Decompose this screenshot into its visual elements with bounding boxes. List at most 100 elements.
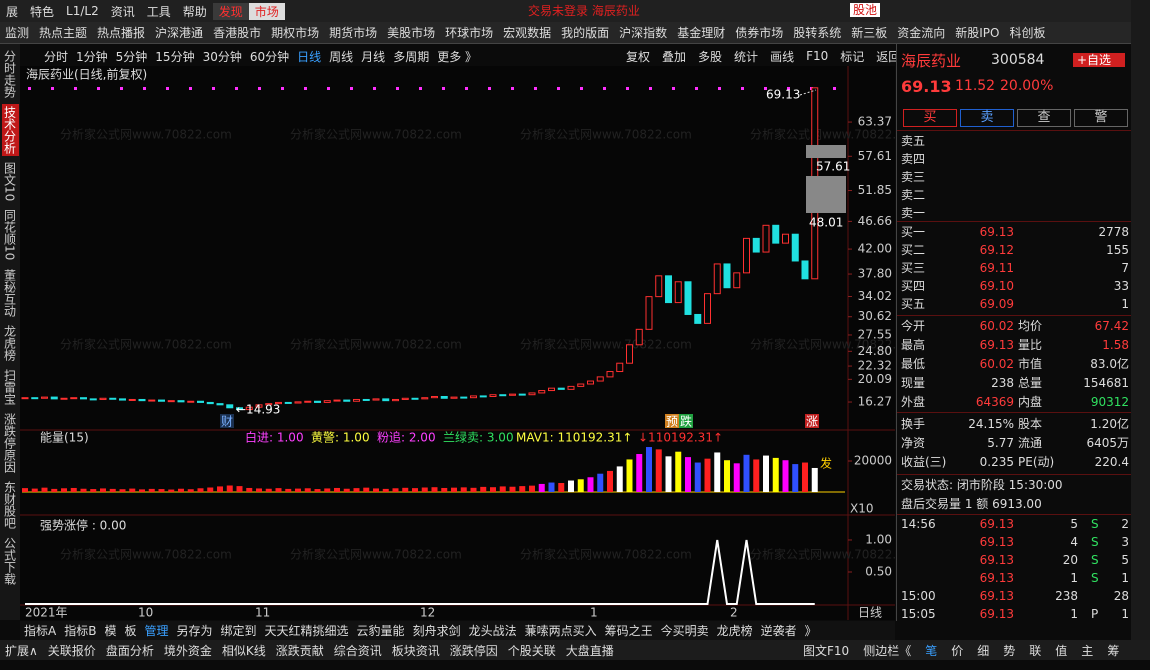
tool-button[interactable]: 画线 <box>770 49 795 64</box>
indicator-tab[interactable]: 云豹量能 <box>356 624 405 638</box>
indicator-tab[interactable]: 蒹嗦两点买入 <box>524 624 597 638</box>
tool-button[interactable]: 统计 <box>734 49 759 64</box>
side-tab[interactable]: 龙虎榜 <box>2 324 17 361</box>
menu-item[interactable]: 特色 <box>30 4 55 19</box>
indicator-tab[interactable]: 筹码之王 <box>604 624 653 638</box>
indicator-tab[interactable]: 》 <box>804 624 817 638</box>
side-bar-tab[interactable]: 细 <box>977 643 990 658</box>
side-bar-tab[interactable]: 值 <box>1055 643 1068 658</box>
add-watch[interactable]: +自选 <box>1073 53 1126 67</box>
nav-item[interactable]: 资金流向 <box>897 26 946 40</box>
side-tab[interactable]: 分时走势 <box>2 50 17 98</box>
side-bar-tab[interactable]: 笔 <box>925 643 938 658</box>
side-tab[interactable]: 同花顺10 <box>2 209 17 261</box>
info-tab[interactable]: 盘面分析 <box>105 643 154 658</box>
tool-button[interactable]: 复权 <box>626 49 651 64</box>
period-tab[interactable]: 5分钟 <box>115 49 148 64</box>
indicator-tab[interactable]: 天天红精挑细选 <box>264 624 349 638</box>
info-tab[interactable]: 扩展∧ <box>5 643 38 658</box>
nav-item[interactable]: 环球市场 <box>445 26 494 40</box>
side-tab[interactable]: 扫雷宝 <box>2 368 17 405</box>
side-bar-tab[interactable]: 侧边栏《 <box>863 643 912 658</box>
side-bar-tab[interactable]: 主 <box>1081 643 1094 658</box>
info-tab[interactable]: 大盘直播 <box>565 643 614 658</box>
trade-button[interactable]: 警 <box>1074 109 1128 127</box>
side-bar-tab[interactable]: 筹 <box>1107 643 1120 658</box>
period-tab[interactable]: 1分钟 <box>76 49 108 64</box>
tool-button[interactable]: 返回 <box>876 49 901 64</box>
indicator-tab[interactable]: 指标B <box>64 624 97 638</box>
tool-button[interactable]: 叠加 <box>662 49 687 64</box>
period-tab[interactable]: 30分钟 <box>202 49 242 64</box>
indicator-tab[interactable]: 模 <box>104 624 117 638</box>
stock-pool[interactable]: 股池 <box>850 3 881 17</box>
trade-button[interactable]: 卖 <box>960 109 1014 127</box>
period-tab[interactable]: 日线 <box>297 49 322 64</box>
menu-item[interactable]: 发现 <box>212 2 249 20</box>
indicator-tab[interactable]: 今买明卖 <box>660 624 709 638</box>
indicator-tab[interactable]: 指标A <box>24 624 57 638</box>
side-tab[interactable]: 东财股吧 <box>2 480 17 529</box>
side-tab[interactable]: 涨跌停原因 <box>2 412 17 473</box>
info-tab[interactable]: 涨跌停因 <box>449 643 498 658</box>
indicator-tab[interactable]: 逆袭者 <box>760 624 797 638</box>
info-tab[interactable]: 相似K线 <box>221 643 266 658</box>
period-tab[interactable]: 分时 <box>44 49 69 64</box>
tool-button[interactable]: 多股 <box>698 49 723 64</box>
tool-button[interactable]: 标记 <box>840 49 865 64</box>
indicator-tab[interactable]: 刻舟求剑 <box>412 624 461 638</box>
side-bar-tab[interactable]: 势 <box>1003 643 1016 658</box>
nav-item[interactable]: 期货市场 <box>329 26 378 40</box>
info-tab[interactable]: 综合资讯 <box>333 643 382 658</box>
trade-button[interactable]: 买 <box>903 109 957 127</box>
info-tab[interactable]: 关联报价 <box>47 643 96 658</box>
side-tab[interactable]: 公式下载 <box>2 536 17 585</box>
side-bar-tab[interactable]: 价 <box>951 643 964 658</box>
nav-item[interactable]: 宏观数据 <box>503 26 552 40</box>
side-bar-tab[interactable]: 联 <box>1029 643 1042 658</box>
side-tab[interactable]: 技术分析 <box>1 104 19 156</box>
indicator-tab[interactable]: 龙头战法 <box>468 624 517 638</box>
info-tab[interactable]: 境外资金 <box>163 643 212 658</box>
menu-item[interactable]: 市场 <box>248 2 285 20</box>
nav-item[interactable]: 科创板 <box>1009 26 1046 40</box>
menu-item[interactable]: 工具 <box>146 4 171 19</box>
nav-item[interactable]: 热点主题 <box>39 26 88 40</box>
menu-item[interactable]: 资讯 <box>110 4 135 19</box>
period-tab[interactable]: 60分钟 <box>249 49 290 64</box>
period-tab[interactable]: 15分钟 <box>155 49 195 64</box>
nav-item[interactable]: 基金理财 <box>677 26 726 40</box>
tool-button[interactable]: F10 <box>806 49 829 63</box>
period-tab[interactable]: 月线 <box>361 49 386 64</box>
side-tab[interactable]: 董秘互动 <box>2 268 17 317</box>
indicator-tab[interactable]: 龙虎榜 <box>716 624 753 638</box>
indicator-tab[interactable]: 绑定到 <box>220 624 257 638</box>
period-tab[interactable]: 周线 <box>329 49 354 64</box>
nav-item[interactable]: 期权市场 <box>271 26 320 40</box>
nav-item[interactable]: 我的版面 <box>561 26 610 40</box>
period-tab[interactable]: 多周期 <box>393 49 430 64</box>
nav-item[interactable]: 债券市场 <box>735 26 784 40</box>
menu-item[interactable]: 展 <box>6 4 19 19</box>
indicator-tab[interactable]: 另存为 <box>176 624 213 638</box>
side-tab[interactable]: 图文10 <box>2 162 17 202</box>
indicator-tab[interactable]: 板 <box>124 624 137 638</box>
nav-item[interactable]: 热点播报 <box>97 26 146 40</box>
menu-item[interactable]: 帮助 <box>182 4 207 19</box>
nav-item[interactable]: 美股市场 <box>387 26 436 40</box>
nav-item[interactable]: 新股IPO <box>955 26 1000 40</box>
period-tab[interactable]: 更多 》 <box>437 49 478 64</box>
menu-item[interactable]: L1/L2 <box>66 4 99 18</box>
nav-item[interactable]: 沪深指数 <box>619 26 668 40</box>
nav-item[interactable]: 新三板 <box>851 26 888 40</box>
info-tab[interactable]: 涨跌贡献 <box>275 643 324 658</box>
nav-item[interactable]: 股转系统 <box>793 26 842 40</box>
trade-button[interactable]: 查 <box>1017 109 1071 127</box>
indicator-tab[interactable]: 管理 <box>144 624 169 638</box>
side-bar-tab[interactable]: 图文F10 <box>803 643 850 658</box>
info-tab[interactable]: 个股关联 <box>507 643 556 658</box>
nav-item[interactable]: 监测 <box>5 26 30 40</box>
nav-item[interactable]: 沪深港通 <box>155 26 204 40</box>
nav-item[interactable]: 香港股市 <box>213 26 262 40</box>
info-tab[interactable]: 板块资讯 <box>391 643 440 658</box>
